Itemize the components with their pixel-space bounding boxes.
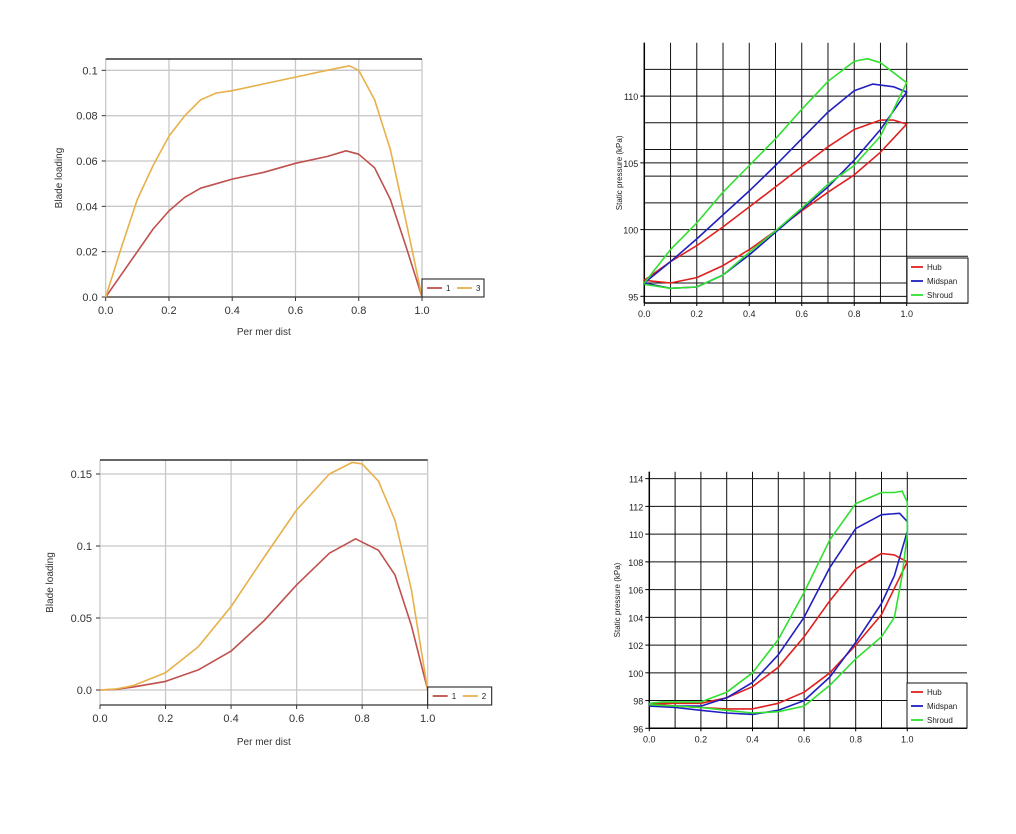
- series-line-shroud: [643, 57, 908, 290]
- y-tick-label: 100: [623, 226, 638, 236]
- x-tick-label: 0.8: [351, 305, 366, 317]
- x-tick-label: 0.6: [798, 734, 811, 744]
- x-tick-label: 0.0: [92, 713, 107, 725]
- legend-box: [427, 686, 493, 706]
- y-tick-label: 110: [624, 92, 638, 102]
- series-line-hub: [649, 552, 909, 710]
- x-tick-label: 0.6: [288, 305, 303, 317]
- x-tick-label: 0.4: [743, 309, 756, 319]
- x-tick-label: 0.0: [638, 309, 651, 319]
- series-line-midspan: [643, 83, 908, 290]
- y-tick-label: 0.1: [77, 541, 92, 553]
- y-tick-label: 0.04: [76, 201, 97, 213]
- y-tick-label: 0.06: [76, 156, 97, 168]
- x-tick-label: 0.8: [848, 309, 861, 319]
- x-tick-label: 0.6: [289, 713, 304, 725]
- chart-2: 0.0 0.2 0.4 0.6 0.8 1.0 95 100 105 110 Static pres…: [615, 42, 969, 319]
- legend-label: Midspan: [927, 702, 957, 711]
- series-line-hub: [643, 119, 908, 284]
- x-tick-label: 0.2: [161, 305, 176, 317]
- y-tick-label: 0.08: [76, 111, 97, 123]
- series-line-2: [99, 461, 429, 691]
- series-line-1: [99, 537, 429, 691]
- y-tick-label: 0.1: [82, 65, 97, 77]
- y-axis-label: Static pressure (kPa): [615, 135, 624, 210]
- y-tick-label: 0.02: [76, 247, 97, 259]
- x-axis-label: Per mer dist: [237, 737, 291, 748]
- y-axis-label: Blade loading: [45, 552, 56, 613]
- legend-label: Hub: [927, 688, 942, 697]
- y-tick-label: 0.0: [77, 685, 92, 697]
- x-tick-label: 0.4: [746, 734, 759, 744]
- legend-label: 1: [446, 284, 451, 293]
- x-tick-label: 0.0: [643, 734, 656, 744]
- series-line-1: [105, 150, 423, 298]
- y-axis-label: Static pressure (kPa): [613, 562, 622, 637]
- x-tick-label: 1.0: [420, 713, 435, 725]
- y-tick-label: 0.15: [71, 469, 92, 481]
- y-tick-label: 105: [623, 159, 638, 169]
- legend-label: 1: [452, 692, 457, 701]
- legend-label: Hub: [927, 263, 942, 272]
- y-tick-label: 100: [628, 669, 643, 679]
- x-tick-label: 0.2: [695, 734, 708, 744]
- x-tick-label: 0.4: [223, 713, 238, 725]
- series-line-shroud: [649, 490, 909, 714]
- y-tick-label: 95: [628, 292, 638, 302]
- y-tick-label: 104: [628, 613, 643, 623]
- legend-label: 2: [482, 692, 487, 701]
- y-tick-label: 108: [628, 558, 643, 568]
- y-tick-label: 98: [633, 697, 643, 707]
- y-tick-label: 110: [629, 530, 643, 540]
- y-tick-label: 102: [628, 641, 643, 651]
- legend: Hub Midspan Shroud: [906, 682, 968, 729]
- y-tick-label: 0.0: [82, 292, 97, 304]
- chart-1: 0.0 0.2 0.4 0.6 0.8 1.0 0.0 0.02 0.04 0.06 0.08 0.1…: [54, 58, 485, 338]
- x-tick-label: 0.8: [849, 734, 862, 744]
- x-axis-label: Per mer dist: [237, 327, 291, 338]
- y-tick-label: 114: [629, 475, 643, 485]
- legend-label: 3: [476, 284, 481, 293]
- legend-label: Shroud: [927, 716, 953, 725]
- legend-label: Midspan: [927, 277, 957, 286]
- series-line-3: [104, 65, 423, 298]
- x-tick-label: 0.2: [158, 713, 173, 725]
- x-tick-label: 0.0: [98, 305, 113, 317]
- y-tick-label: 106: [628, 586, 643, 596]
- x-tick-label: 0.2: [691, 309, 704, 319]
- y-tick-label: 96: [633, 724, 643, 734]
- legend: Hub Midspan Shroud: [906, 257, 969, 304]
- x-tick-label: 1.0: [901, 734, 914, 744]
- x-tick-label: 0.6: [795, 309, 808, 319]
- x-tick-label: 0.4: [225, 305, 240, 317]
- chart-3: 0.0 0.2 0.4 0.6 0.8 1.0 0.0 0.05 0.1 0.15 Blade lo…: [45, 459, 493, 748]
- chart-4: 0.0 0.2 0.4 0.6 0.8 1.0 96 98 100 102 104 106 108 110…: [613, 471, 968, 744]
- x-tick-label: 0.8: [355, 713, 370, 725]
- legend-label: Shroud: [927, 291, 953, 300]
- y-tick-label: 112: [629, 502, 643, 512]
- x-tick-label: 1.0: [414, 305, 429, 317]
- x-tick-label: 1.0: [900, 309, 913, 319]
- y-tick-label: 0.05: [71, 613, 92, 625]
- y-axis-label: Blade loading: [54, 148, 65, 209]
- legend-box: [421, 278, 485, 298]
